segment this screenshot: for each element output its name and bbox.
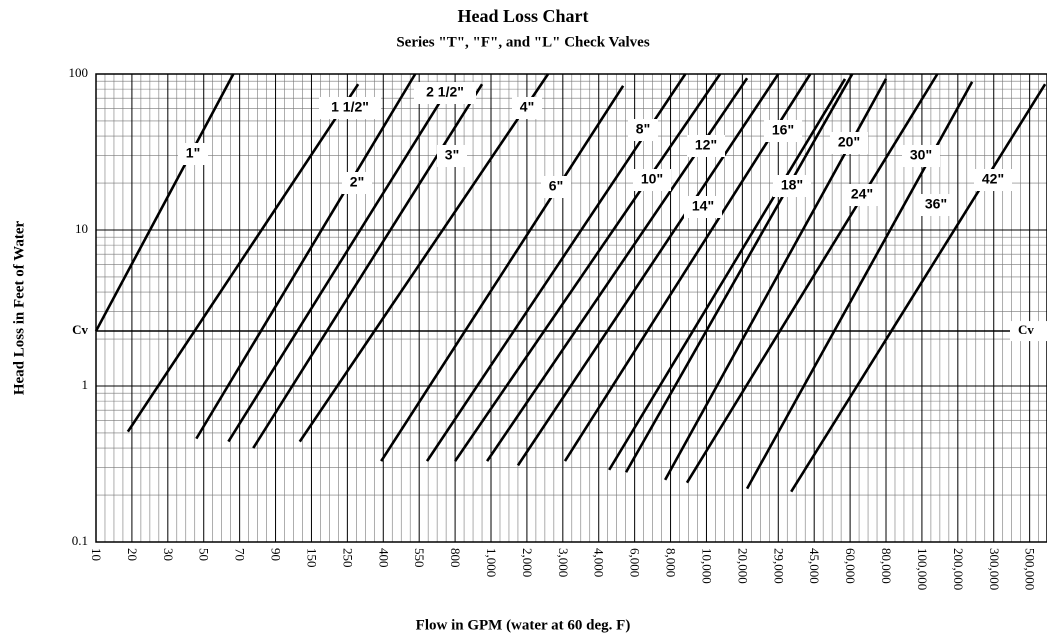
series-label-bg <box>684 196 722 218</box>
x-tick-label: 300,000 <box>987 548 1002 590</box>
series-label-bg <box>687 135 725 157</box>
series-label-bg <box>764 120 802 142</box>
series-label: 30" <box>910 147 932 163</box>
y-tick-label: 0.1 <box>72 533 88 548</box>
x-tick-label: 4,000 <box>592 548 607 577</box>
chart-title: Head Loss Chart <box>457 6 588 26</box>
series-label-bg <box>437 145 467 167</box>
x-tick-label: 1,000 <box>484 548 499 577</box>
x-tick-label: 3,000 <box>556 548 571 577</box>
x-tick-label: 200,000 <box>951 548 966 590</box>
x-tick-label: 800 <box>448 548 463 568</box>
series-label-bg <box>319 97 381 119</box>
chart-subtitle: Series "T", "F", and "L" Check Valves <box>396 34 649 50</box>
series-label-bg <box>178 143 208 165</box>
series-label: 20" <box>838 134 860 150</box>
series-label-bg <box>830 132 868 154</box>
series-label: 24" <box>851 186 873 202</box>
series-label: 10" <box>641 171 663 187</box>
x-tick-label: 8,000 <box>664 548 679 577</box>
y-axis-title: Head Loss in Feet of Water <box>11 221 27 396</box>
series-label: 1" <box>186 145 200 161</box>
valve-line <box>195 73 417 440</box>
series-label-bg <box>902 145 940 167</box>
series-label: 4" <box>520 99 534 115</box>
series-label: 18" <box>781 177 803 193</box>
x-tick-label: 45,000 <box>807 548 822 584</box>
series-label: 3" <box>445 147 459 163</box>
x-tick-label: 6,000 <box>628 548 643 577</box>
x-tick-label: 500,000 <box>1023 548 1038 590</box>
x-tick-label: 10,000 <box>699 548 714 584</box>
series-label-bg <box>633 169 671 191</box>
x-tick-label: 550 <box>412 548 427 568</box>
valve-line <box>685 73 939 484</box>
series-label: 1 1/2" <box>331 99 369 115</box>
series-label-bg <box>342 172 372 194</box>
y-tick-label: 100 <box>69 65 89 80</box>
x-tick-label: 29,000 <box>771 548 786 584</box>
valve-line <box>380 85 625 462</box>
valve-line <box>126 83 360 433</box>
series-label: 2 1/2" <box>426 84 464 100</box>
series-label: 6" <box>549 178 563 194</box>
series-label-bg <box>843 184 881 206</box>
x-axis-title: Flow in GPM (water at 60 deg. F) <box>416 617 631 633</box>
series-label-bg <box>541 176 571 198</box>
valve-line <box>94 73 235 332</box>
x-tick-label: 50 <box>197 548 212 561</box>
valve-line <box>454 73 722 462</box>
x-tick-label: 400 <box>376 548 391 568</box>
series-label-bg <box>414 82 476 104</box>
x-tick-label: 10 <box>89 548 104 561</box>
cv-label-bg <box>1010 321 1047 342</box>
x-tick-label: 20 <box>125 548 140 561</box>
y-tick-label: 1 <box>82 377 89 392</box>
x-tick-label: 30 <box>161 548 176 561</box>
valve-line <box>624 73 854 473</box>
series-label-bg <box>628 119 658 141</box>
series-label-bg <box>512 97 542 119</box>
x-tick-label: 250 <box>340 548 355 568</box>
x-tick-label: 100,000 <box>915 548 930 590</box>
cv-label: Cv <box>1018 322 1034 337</box>
series-label-bg <box>974 169 1012 191</box>
x-tick-label: 20,000 <box>735 548 750 584</box>
series-label: 12" <box>695 137 717 153</box>
series-label-bg <box>917 194 955 216</box>
valve-line <box>516 73 780 467</box>
x-tick-label: 150 <box>304 548 319 568</box>
series-label: 16" <box>772 122 794 138</box>
series-label: 2" <box>350 174 364 190</box>
cv-label: Cv <box>72 322 88 337</box>
valve-line <box>298 73 550 443</box>
x-tick-label: 60,000 <box>843 548 858 584</box>
x-tick-label: 2,000 <box>520 548 535 577</box>
valve-line <box>790 83 1047 493</box>
series-label: 42" <box>982 171 1004 187</box>
series-label: 8" <box>636 121 650 137</box>
series-label-bg <box>773 175 811 197</box>
valve-line <box>227 85 452 443</box>
series-label: 14" <box>692 198 714 214</box>
y-tick-label: 10 <box>75 221 88 236</box>
x-tick-label: 80,000 <box>879 548 894 584</box>
plot-frame <box>95 73 1047 543</box>
x-tick-label: 90 <box>269 548 284 561</box>
x-tick-label: 70 <box>233 548 248 561</box>
series-label: 36" <box>925 196 947 212</box>
valve-line <box>608 78 847 471</box>
valve-line <box>252 83 484 449</box>
